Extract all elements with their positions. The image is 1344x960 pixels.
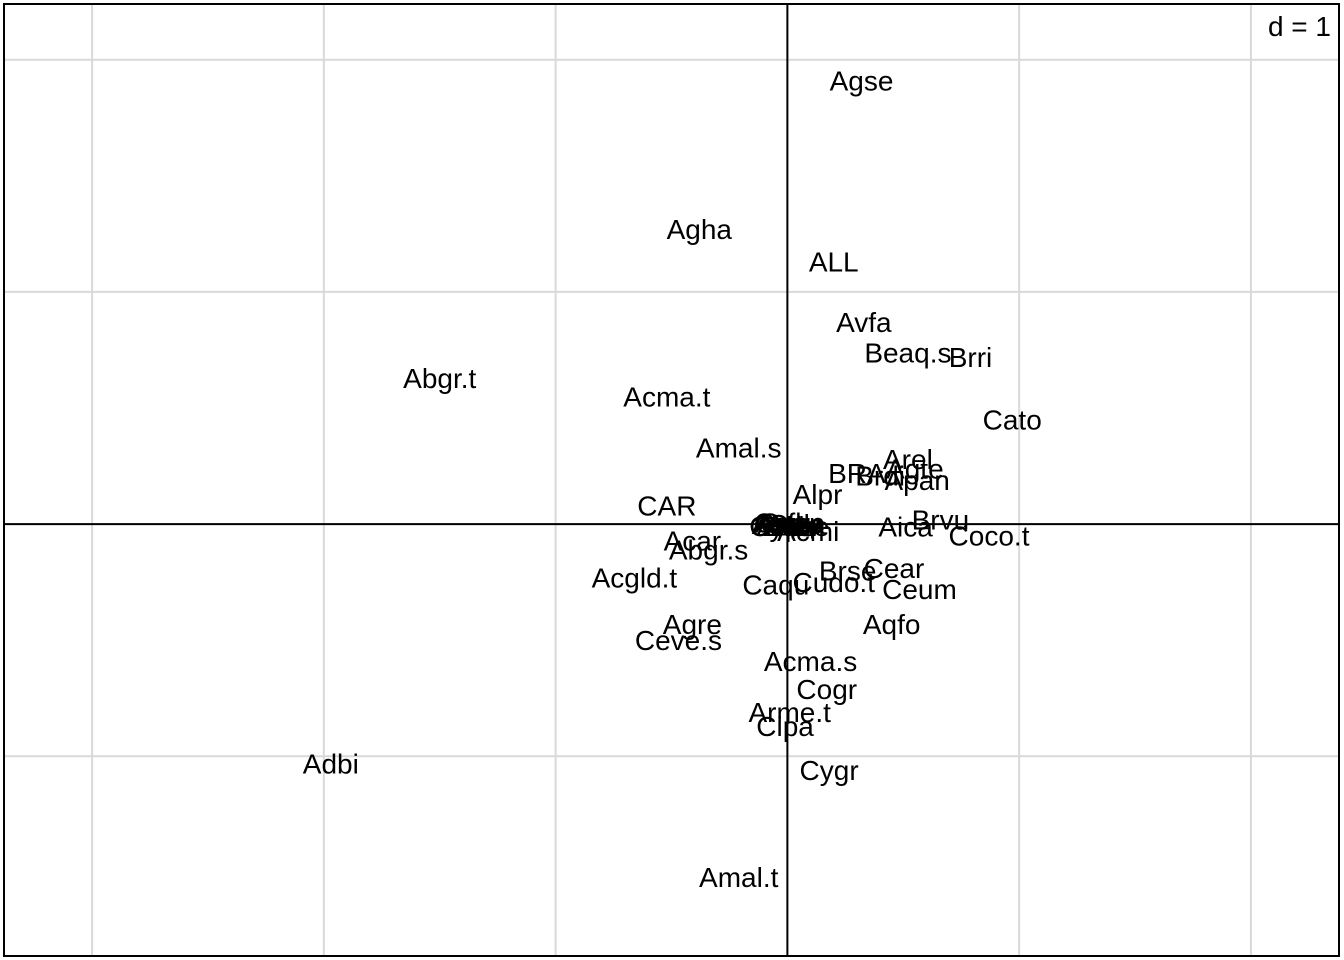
point-label: Beaq.s — [864, 337, 951, 368]
point-label: Avfa — [836, 307, 892, 338]
scale-label-background — [1253, 6, 1335, 44]
point-label: Agse — [830, 66, 894, 97]
point-label: Cear — [864, 553, 925, 584]
point-label: Aica — [878, 511, 933, 542]
point-label: ALL — [809, 247, 859, 278]
point-label: Cipa — [756, 711, 814, 742]
cluster-point-label: Arte — [757, 509, 808, 540]
point-label: CAR — [637, 491, 696, 522]
point-label: Abgr.s — [669, 535, 748, 566]
point-label: Abgr.t — [403, 363, 476, 394]
point-label: Caqu — [742, 569, 809, 600]
point-label: Agha — [667, 214, 733, 245]
point-label: BRA — [828, 458, 886, 489]
point-label: Arme.t — [748, 697, 831, 728]
point-label: Acgld.t — [592, 563, 678, 594]
origin-axes — [4, 4, 1339, 956]
point-label: Ceum — [882, 574, 957, 605]
point-label: Brdi — [855, 460, 905, 491]
point-label: Ceve.s — [635, 625, 722, 656]
plot-frame — [3, 3, 1340, 957]
scale-box: d = 1 — [1253, 6, 1335, 44]
point-label: Brse — [819, 556, 877, 587]
point-label: Acmi — [777, 516, 839, 547]
point-label: Agre — [663, 609, 722, 640]
point-label: Cudo.t — [792, 567, 875, 598]
point-label: Amal.s — [696, 432, 782, 463]
cluster-point-label: Amco — [752, 509, 824, 540]
point-label: Aqfo — [863, 609, 921, 640]
point-label: Brvu — [912, 504, 970, 535]
cluster-point-label: Cyfe — [749, 511, 807, 542]
point-label: Acar — [664, 525, 722, 556]
cluster-point-label: Avbr — [763, 511, 820, 542]
cluster-point-label: Cala — [768, 509, 826, 540]
point-label: Alpr — [793, 479, 843, 510]
point-label: Apan — [884, 465, 949, 496]
scale-label: d = 1 — [1268, 11, 1331, 42]
cluster-point-label: Cusp — [759, 507, 824, 538]
point-label: Adbi — [303, 748, 359, 779]
grid-lines — [4, 4, 1339, 956]
point-label: Coco.t — [949, 521, 1030, 552]
cluster-point-label: Cepu — [754, 507, 821, 538]
point-label: Cato — [983, 405, 1042, 436]
cluster-point-label: Copo — [749, 511, 816, 542]
point-label: Arel — [883, 444, 933, 475]
point-label: Acma.s — [764, 646, 857, 677]
cluster-point-label: Bahe — [764, 511, 829, 542]
point-label: Acma.t — [623, 381, 710, 412]
point-label: Amal.t — [699, 862, 779, 893]
point-label: Cogr — [796, 674, 857, 705]
cluster-point-label: Asfl — [755, 507, 802, 538]
point-label: Cygr — [800, 755, 859, 786]
point-label: Brri — [949, 342, 993, 373]
point-label: Agte — [886, 453, 944, 484]
